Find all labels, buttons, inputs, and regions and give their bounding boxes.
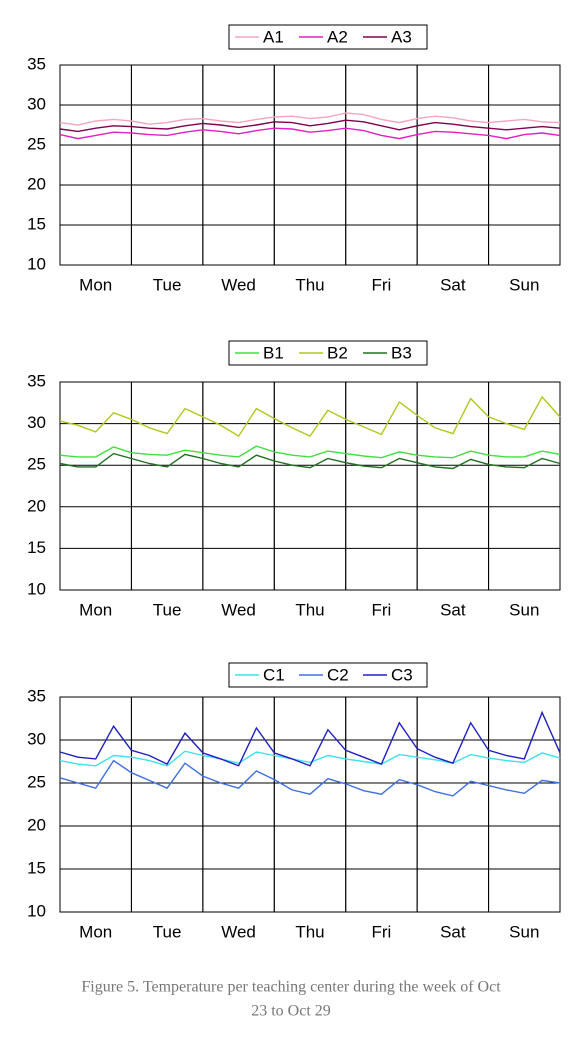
x-tick-label: Mon (79, 600, 112, 619)
x-tick-label: Mon (79, 922, 112, 941)
y-tick-label: 10 (27, 254, 46, 273)
y-tick-label: 30 (27, 94, 46, 113)
y-tick-label: 15 (27, 858, 46, 877)
y-tick-label: 15 (27, 538, 46, 557)
x-tick-label: Wed (221, 275, 256, 294)
legend-label: A2 (327, 27, 348, 46)
legend-box (228, 340, 428, 366)
x-tick-label: Thu (295, 275, 324, 294)
y-tick-label: 35 (27, 686, 46, 705)
x-tick-label: Sun (509, 600, 539, 619)
y-tick-label: 10 (27, 901, 46, 920)
y-tick-label: 20 (27, 174, 46, 193)
series-line (59, 759, 561, 797)
series-line (59, 750, 561, 767)
x-tick-label: Thu (295, 922, 324, 941)
x-tick-label: Fri (372, 600, 392, 619)
series-line (59, 445, 561, 459)
x-tick-label: Tue (153, 922, 182, 941)
series-line (59, 112, 561, 126)
x-tick-label: Tue (153, 600, 182, 619)
y-tick-label: 25 (27, 455, 46, 474)
caption: 23 to Oct 29 (251, 1003, 331, 1020)
series-line (59, 452, 561, 470)
x-tick-label: Sat (440, 275, 466, 294)
x-tick-label: Thu (295, 600, 324, 619)
plot-area (59, 381, 561, 591)
plot-area (59, 64, 561, 266)
series-line (59, 710, 561, 767)
x-tick-label: Sun (509, 275, 539, 294)
plot-area (59, 696, 561, 913)
series-line (59, 119, 561, 133)
x-tick-label: Sat (440, 922, 466, 941)
legend-box (228, 662, 428, 688)
y-tick-label: 25 (27, 134, 46, 153)
y-tick-label: 30 (27, 729, 46, 748)
legend-label: B1 (263, 343, 284, 362)
legend-label: C3 (391, 665, 413, 684)
x-tick-label: Wed (221, 600, 256, 619)
y-tick-label: 20 (27, 496, 46, 515)
y-tick-label: 25 (27, 772, 46, 791)
y-tick-label: 35 (27, 54, 46, 73)
series-line (59, 395, 561, 438)
legend-label: B3 (391, 343, 412, 362)
series-line (59, 127, 561, 140)
legend-label: C2 (327, 665, 349, 684)
legend-label: A1 (263, 27, 284, 46)
y-tick-label: 15 (27, 214, 46, 233)
legend-label: C1 (263, 665, 285, 684)
x-tick-label: Sat (440, 600, 466, 619)
x-tick-label: Wed (221, 922, 256, 941)
x-tick-label: Sun (509, 922, 539, 941)
caption: Figure 5. Temperature per teaching cente… (81, 979, 501, 996)
x-tick-label: Tue (153, 275, 182, 294)
y-tick-label: 35 (27, 371, 46, 390)
x-tick-label: Fri (372, 275, 392, 294)
legend-box (228, 24, 428, 50)
y-tick-label: 20 (27, 815, 46, 834)
y-tick-label: 10 (27, 579, 46, 598)
legend-label: A3 (391, 27, 412, 46)
x-tick-label: Mon (79, 275, 112, 294)
legend-label: B2 (327, 343, 348, 362)
x-tick-label: Fri (372, 922, 392, 941)
y-tick-label: 30 (27, 413, 46, 432)
